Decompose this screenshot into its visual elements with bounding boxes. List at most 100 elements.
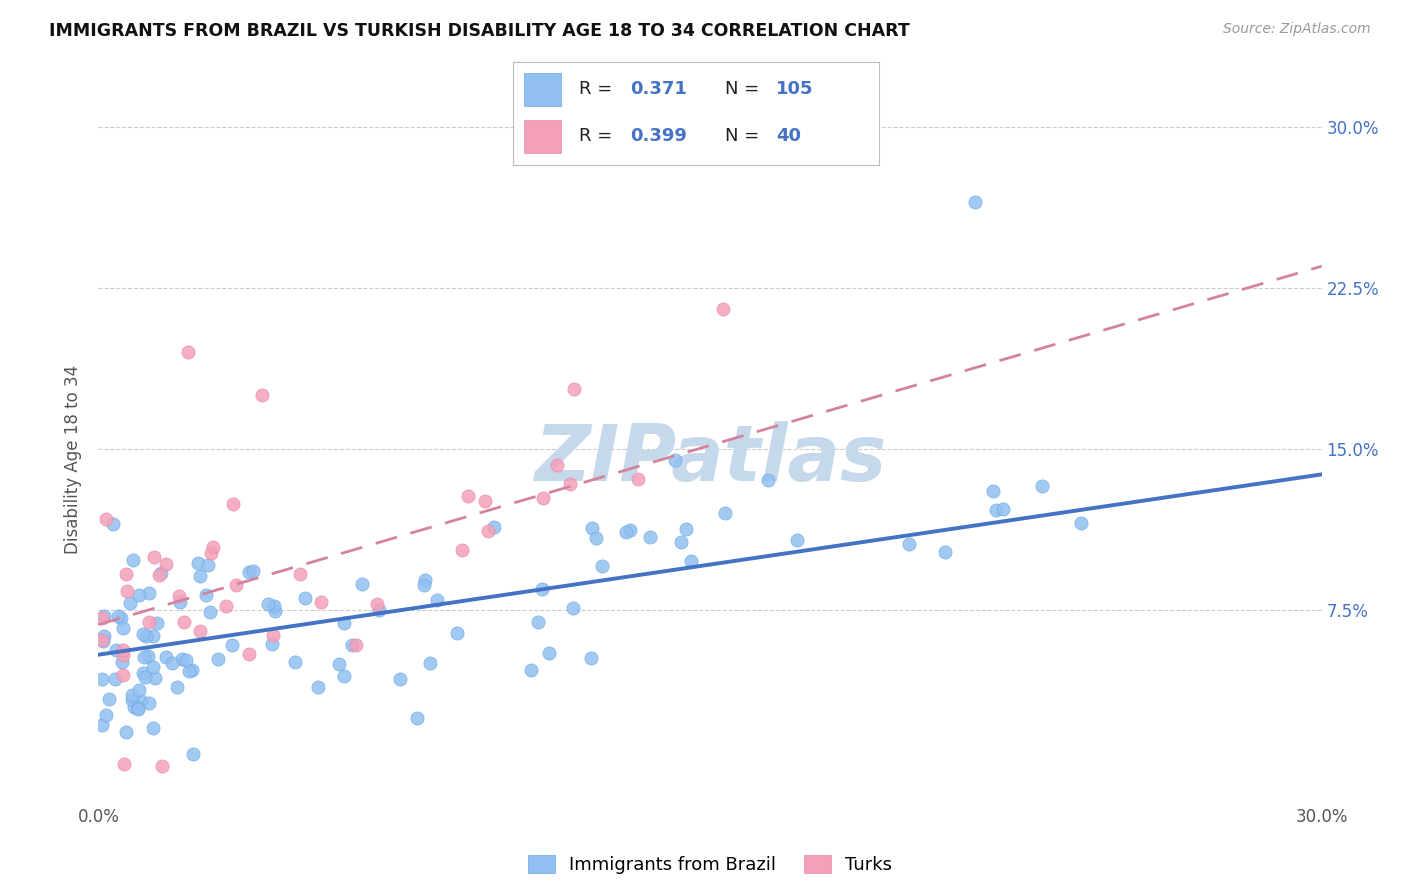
Text: R =: R = bbox=[579, 80, 612, 98]
Point bbox=[134, 670, 156, 684]
Point bbox=[111, 648, 134, 662]
Point bbox=[581, 521, 603, 535]
Point bbox=[284, 656, 307, 670]
Point bbox=[91, 672, 114, 686]
Point bbox=[136, 648, 159, 663]
Point bbox=[474, 494, 496, 508]
Point bbox=[332, 669, 354, 683]
Point bbox=[242, 564, 264, 578]
Point bbox=[222, 497, 245, 511]
Y-axis label: Disability Age 18 to 34: Disability Age 18 to 34 bbox=[65, 365, 83, 554]
Point bbox=[984, 503, 1007, 517]
Point bbox=[562, 600, 585, 615]
Point bbox=[105, 643, 128, 657]
Point bbox=[983, 483, 1005, 498]
Point bbox=[197, 558, 219, 573]
Point bbox=[115, 566, 138, 581]
Point bbox=[238, 647, 260, 661]
Point bbox=[187, 556, 209, 570]
Point bbox=[128, 683, 150, 698]
Text: N =: N = bbox=[725, 80, 759, 98]
Point bbox=[146, 616, 169, 631]
Point bbox=[111, 668, 134, 682]
Point bbox=[250, 388, 273, 402]
Point bbox=[107, 609, 129, 624]
Point bbox=[127, 701, 149, 715]
Point bbox=[143, 549, 166, 564]
Point bbox=[127, 701, 149, 715]
Point bbox=[138, 696, 160, 710]
Point bbox=[225, 578, 247, 592]
Point bbox=[675, 522, 697, 536]
Point bbox=[419, 656, 441, 670]
Point bbox=[426, 593, 449, 607]
Point bbox=[111, 643, 134, 657]
Point bbox=[200, 546, 222, 560]
Point bbox=[91, 718, 114, 732]
Point bbox=[451, 543, 474, 558]
Point bbox=[143, 671, 166, 685]
Point bbox=[415, 573, 437, 587]
Point bbox=[128, 588, 150, 602]
Point bbox=[1031, 478, 1053, 492]
Point bbox=[619, 523, 641, 537]
Point bbox=[122, 700, 145, 714]
Point bbox=[308, 680, 330, 694]
Point bbox=[131, 627, 153, 641]
Point bbox=[256, 597, 278, 611]
Point bbox=[546, 458, 568, 473]
Point bbox=[562, 383, 585, 397]
Point bbox=[526, 615, 548, 630]
Point bbox=[340, 638, 363, 652]
Point bbox=[167, 589, 190, 603]
Point bbox=[262, 628, 284, 642]
Text: IMMIGRANTS FROM BRAZIL VS TURKISH DISABILITY AGE 18 TO 34 CORRELATION CHART: IMMIGRANTS FROM BRAZIL VS TURKISH DISABI… bbox=[49, 22, 910, 40]
Point bbox=[344, 639, 367, 653]
Point bbox=[560, 477, 582, 491]
Point bbox=[180, 663, 202, 677]
Point bbox=[332, 615, 354, 630]
Point bbox=[170, 652, 193, 666]
Text: N =: N = bbox=[725, 128, 759, 145]
Point bbox=[965, 194, 987, 209]
Point bbox=[367, 603, 389, 617]
Point bbox=[294, 591, 316, 605]
Point bbox=[531, 491, 554, 505]
Point bbox=[181, 747, 204, 761]
Point bbox=[413, 577, 436, 591]
Text: Source: ZipAtlas.com: Source: ZipAtlas.com bbox=[1223, 22, 1371, 37]
Point bbox=[173, 615, 195, 630]
Point bbox=[530, 582, 553, 596]
Point bbox=[129, 694, 152, 708]
Text: R =: R = bbox=[579, 128, 612, 145]
Point bbox=[669, 534, 692, 549]
Point bbox=[188, 624, 211, 639]
Point bbox=[194, 588, 217, 602]
Point bbox=[477, 524, 499, 538]
Point bbox=[169, 595, 191, 609]
Text: ZIPatlas: ZIPatlas bbox=[534, 421, 886, 498]
Point bbox=[457, 490, 479, 504]
Point bbox=[537, 646, 560, 660]
Point bbox=[148, 568, 170, 582]
Point bbox=[198, 605, 221, 619]
Point bbox=[786, 533, 808, 548]
Point bbox=[94, 511, 117, 525]
Point bbox=[121, 688, 143, 702]
Point bbox=[898, 537, 921, 551]
Point bbox=[681, 554, 703, 568]
Point bbox=[162, 656, 184, 670]
Point bbox=[138, 615, 160, 630]
Point bbox=[155, 650, 177, 665]
Point bbox=[934, 545, 956, 559]
Point bbox=[138, 585, 160, 599]
Point bbox=[288, 567, 311, 582]
Point bbox=[150, 759, 173, 773]
Point bbox=[215, 599, 238, 613]
Point bbox=[93, 609, 115, 624]
Point bbox=[309, 595, 332, 609]
Point bbox=[1070, 516, 1092, 530]
Text: 40: 40 bbox=[776, 128, 801, 145]
Point bbox=[366, 597, 388, 611]
Point bbox=[520, 663, 543, 677]
